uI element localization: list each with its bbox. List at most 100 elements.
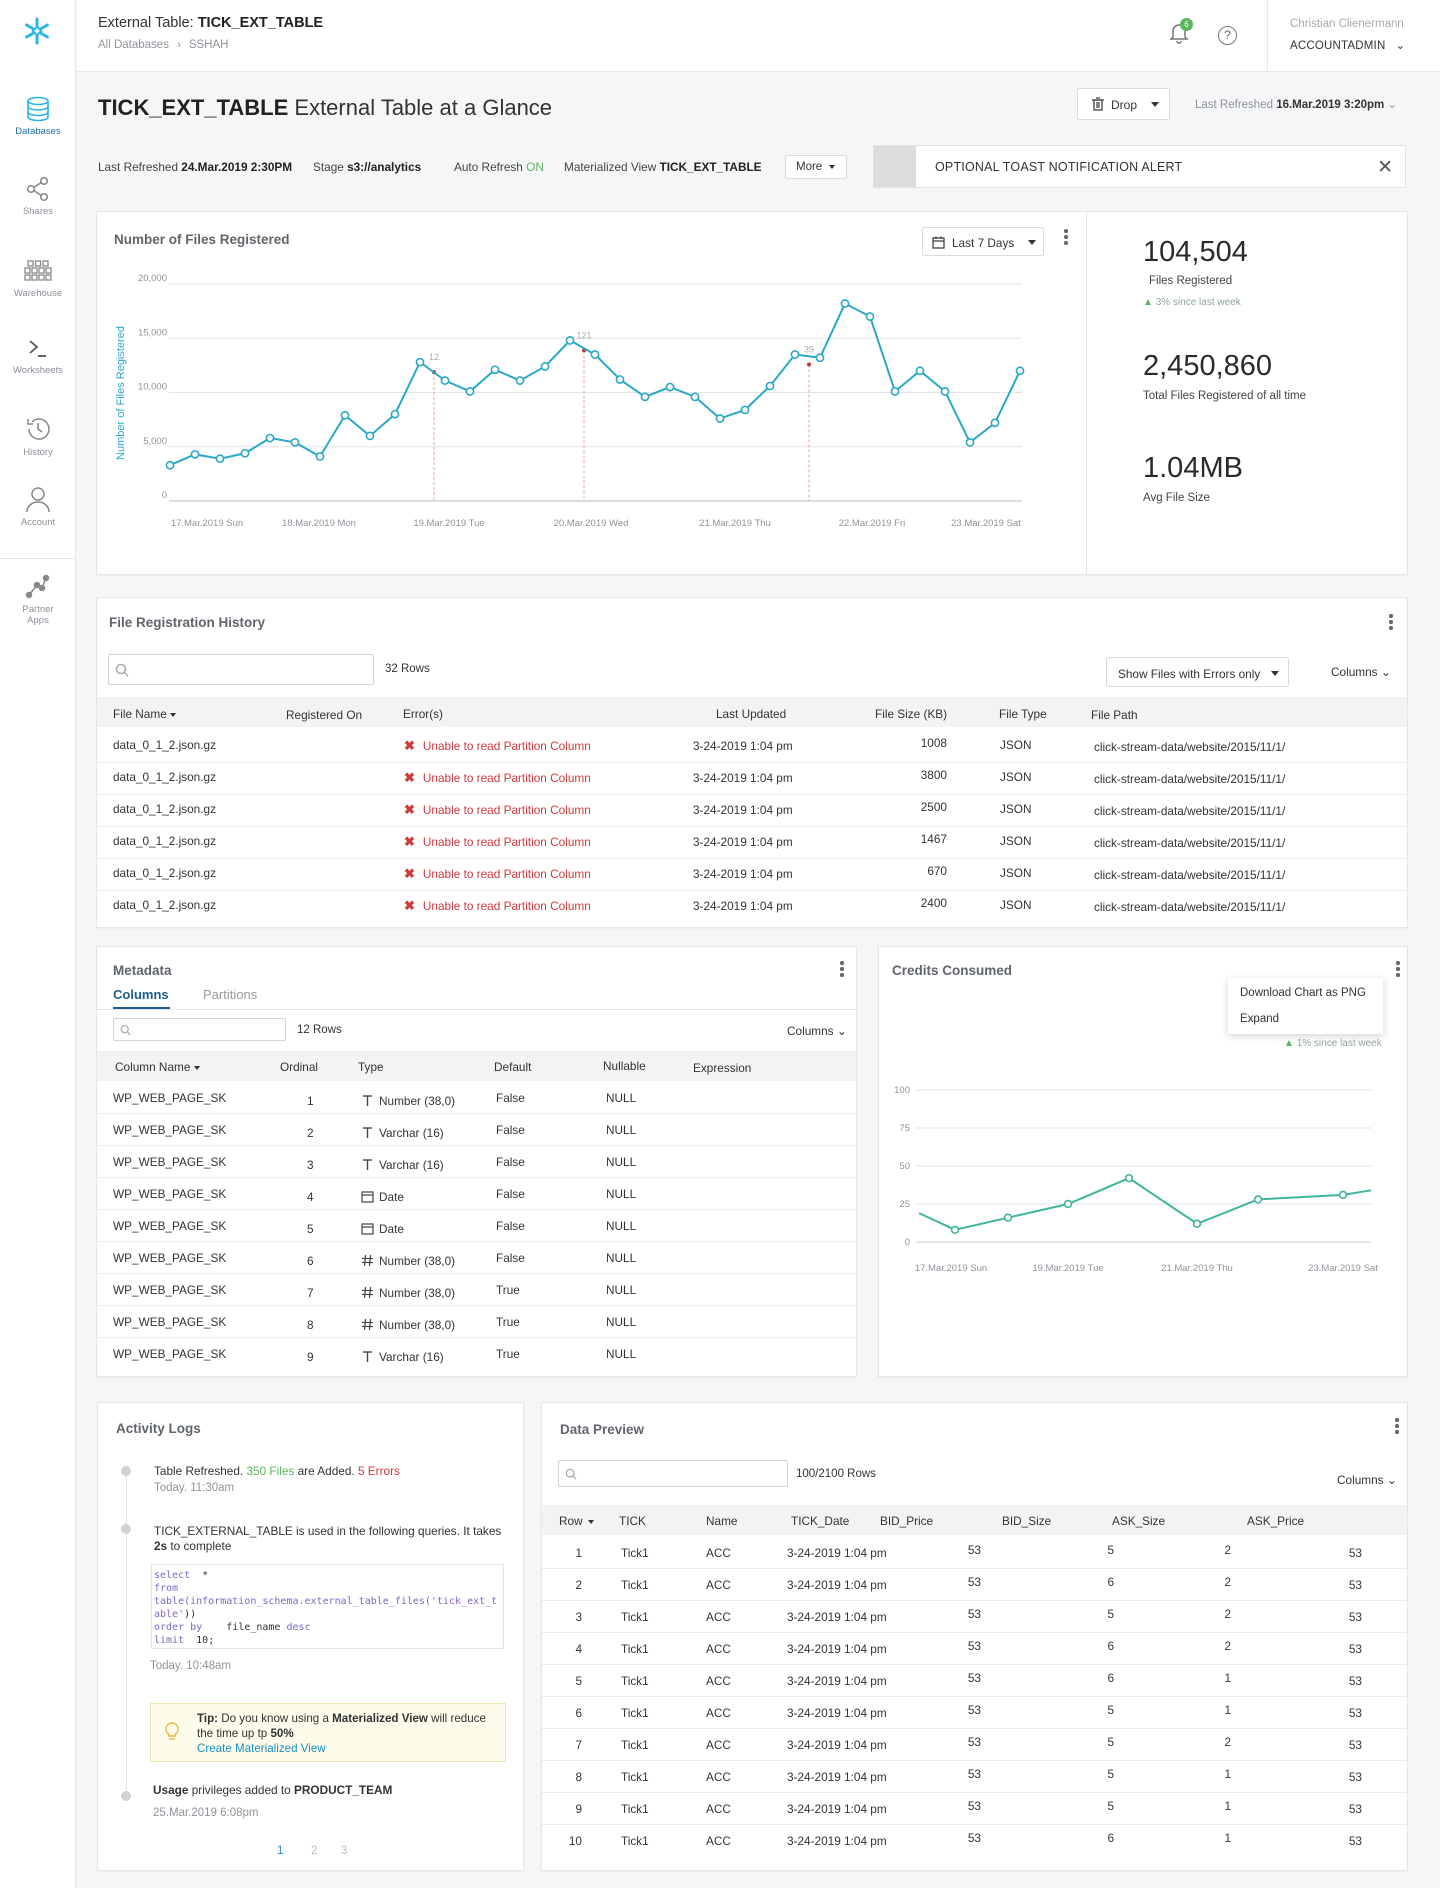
column-header-ask-price[interactable]: ASK_Price xyxy=(1247,1514,1304,1528)
x-tick-label: 22.Mar.2019 Fri xyxy=(839,518,906,529)
kebab-menu-icon[interactable] xyxy=(1389,614,1393,632)
page-3[interactable]: 3 xyxy=(341,1845,348,1857)
page-2[interactable]: 2 xyxy=(311,1845,318,1857)
last-updated-cell: 3-24-2019 1:04 pm xyxy=(693,803,793,817)
data-point xyxy=(915,366,925,376)
more-button[interactable]: More xyxy=(785,155,847,179)
preview-cell-tick: Tick1 xyxy=(621,1802,649,1816)
sidebar-item-history[interactable]: History xyxy=(0,415,76,458)
ordinal-cell: 5 xyxy=(307,1222,314,1236)
role-selector[interactable]: ACCOUNTADMIN ⌄ xyxy=(1290,40,1406,52)
snowflake-logo-icon[interactable] xyxy=(22,16,52,46)
sidebar-item-shares[interactable]: Shares xyxy=(0,176,76,217)
y-tick-label: 10,000 xyxy=(138,382,167,393)
columns-menu-button[interactable]: Columns ⌄ xyxy=(1337,1473,1397,1487)
help-icon[interactable]: ? xyxy=(1218,26,1237,45)
y-tick-label: 75 xyxy=(899,1123,910,1134)
menu-item-download-png[interactable]: Download Chart as PNG xyxy=(1240,987,1366,999)
column-header-file-size[interactable]: File Size (KB) xyxy=(875,707,948,721)
last-refreshed-selector[interactable]: Last Refreshed 16.Mar.2019 3:20pm ⌄ xyxy=(1195,99,1398,111)
column-header-bid-price[interactable]: BID_Price xyxy=(880,1514,933,1528)
column-header-name[interactable]: Name xyxy=(706,1514,737,1528)
column-header-row[interactable]: Row xyxy=(559,1514,594,1528)
column-header-column-name[interactable]: Column Name xyxy=(115,1060,200,1074)
column-header-file-name[interactable]: File Name xyxy=(113,707,177,721)
sidebar-item-worksheets[interactable]: Worksheets xyxy=(0,337,76,376)
drop-button[interactable]: Drop xyxy=(1077,88,1170,120)
column-header-errors[interactable]: Error(s) xyxy=(403,707,443,721)
metadata-search-input[interactable] xyxy=(113,1018,286,1041)
nullable-cell: NULL xyxy=(606,1123,637,1137)
preview-cell-bid-price: 53 xyxy=(967,1831,981,1845)
sidebar-item-partner-apps[interactable]: Partner Apps xyxy=(0,574,76,626)
column-header-ask-size[interactable]: ASK_Size xyxy=(1112,1514,1165,1528)
credits-consumed-card: Credits Consumed Download Chart as PNG E… xyxy=(878,946,1408,1377)
notifications-button[interactable]: 6 xyxy=(1169,18,1193,47)
column-name-cell: WP_WEB_PAGE_SK xyxy=(113,1347,227,1361)
column-header-label: Name xyxy=(706,1514,738,1528)
column-header-label: ASK_Price xyxy=(1247,1514,1305,1528)
log-entry-privileges: Usage privileges added to PRODUCT_TEAM xyxy=(153,1783,393,1797)
stat-total-files-label: Total Files Registered of all time xyxy=(1143,390,1306,402)
column-header-tick-date[interactable]: TICK_Date xyxy=(791,1514,849,1528)
partner-apps-icon xyxy=(25,574,50,599)
row-divider xyxy=(542,1792,1407,1793)
preview-cell-row: 6 xyxy=(575,1706,582,1720)
column-header-tick[interactable]: TICK xyxy=(619,1514,646,1528)
file-path-cell: click-stream-data/website/2015/11/1/ xyxy=(1094,836,1286,850)
page-1[interactable]: 1 xyxy=(277,1845,284,1857)
column-name-cell: WP_WEB_PAGE_SK xyxy=(113,1219,227,1233)
column-header-ordinal[interactable]: Ordinal xyxy=(280,1060,319,1074)
create-materialized-view-link[interactable]: Create Materialized View xyxy=(197,1742,326,1755)
preview-cell-tick-date: 3-24-2019 1:04 pm xyxy=(787,1770,887,1784)
date-range-select[interactable]: Last 7 Days xyxy=(922,227,1044,256)
search-icon xyxy=(120,1024,131,1035)
columns-menu-button[interactable]: Columns ⌄ xyxy=(1331,665,1391,679)
breadcrumb-item[interactable]: All Databases xyxy=(98,39,169,51)
column-header-last-updated[interactable]: Last Updated xyxy=(716,707,787,721)
preview-search-input[interactable] xyxy=(558,1460,788,1487)
sidebar-item-account[interactable]: Account xyxy=(0,485,76,528)
preview-cell-name: ACC xyxy=(706,1642,731,1656)
kebab-menu-icon[interactable] xyxy=(1064,229,1068,247)
column-header-file-type[interactable]: File Type xyxy=(999,707,1047,721)
kebab-menu-icon[interactable] xyxy=(1396,961,1400,979)
breadcrumb-item[interactable]: SSHAH xyxy=(188,39,229,51)
column-header-type[interactable]: Type xyxy=(358,1060,384,1074)
preview-cell-ask-price: 53 xyxy=(1348,1738,1362,1752)
timeline-dot xyxy=(121,1791,131,1801)
sort-down-icon xyxy=(170,712,177,717)
sort-down-icon xyxy=(193,1065,200,1070)
search-input[interactable] xyxy=(108,654,374,685)
data-point xyxy=(165,460,175,470)
default-cell: True xyxy=(496,1283,520,1297)
column-header-registered-on[interactable]: Registered On xyxy=(286,708,363,722)
close-icon[interactable]: ✕ xyxy=(1377,157,1393,178)
column-header-expression[interactable]: Expression xyxy=(693,1061,752,1075)
columns-menu-button[interactable]: Columns ⌄ xyxy=(787,1024,847,1038)
chevron-down-icon: ⌄ xyxy=(1380,665,1391,679)
y-tick-label: 15,000 xyxy=(138,327,167,338)
preview-cell-bid-price: 53 xyxy=(967,1735,981,1749)
column-header-nullable[interactable]: Nullable xyxy=(603,1059,646,1073)
column-header-file-path[interactable]: File Path xyxy=(1091,708,1138,722)
tab-underline xyxy=(113,1007,170,1009)
sidebar-item-warehouse[interactable]: Warehouse xyxy=(0,258,76,299)
preview-cell-row: 4 xyxy=(575,1642,582,1656)
preview-cell-row: 3 xyxy=(575,1610,582,1624)
tab-columns[interactable]: Columns xyxy=(113,987,169,1002)
type-cell: Number (38,0) xyxy=(361,1254,455,1268)
column-header-bid-size[interactable]: BID_Size xyxy=(1002,1514,1051,1528)
tab-partitions[interactable]: Partitions xyxy=(203,987,258,1002)
user-icon xyxy=(26,487,50,513)
errors-filter-select[interactable]: Show Files with Errors only xyxy=(1106,657,1289,687)
type-text: Date xyxy=(379,1190,404,1204)
caret-down-icon xyxy=(1271,671,1279,676)
kebab-menu-icon[interactable] xyxy=(840,961,844,979)
column-header-default[interactable]: Default xyxy=(494,1060,532,1074)
kebab-menu-icon[interactable] xyxy=(1395,1418,1399,1436)
sidebar-item-databases[interactable]: Databases xyxy=(0,96,76,137)
data-point xyxy=(1253,1195,1263,1204)
row-divider xyxy=(97,1177,856,1178)
menu-item-expand[interactable]: Expand xyxy=(1240,1013,1280,1025)
